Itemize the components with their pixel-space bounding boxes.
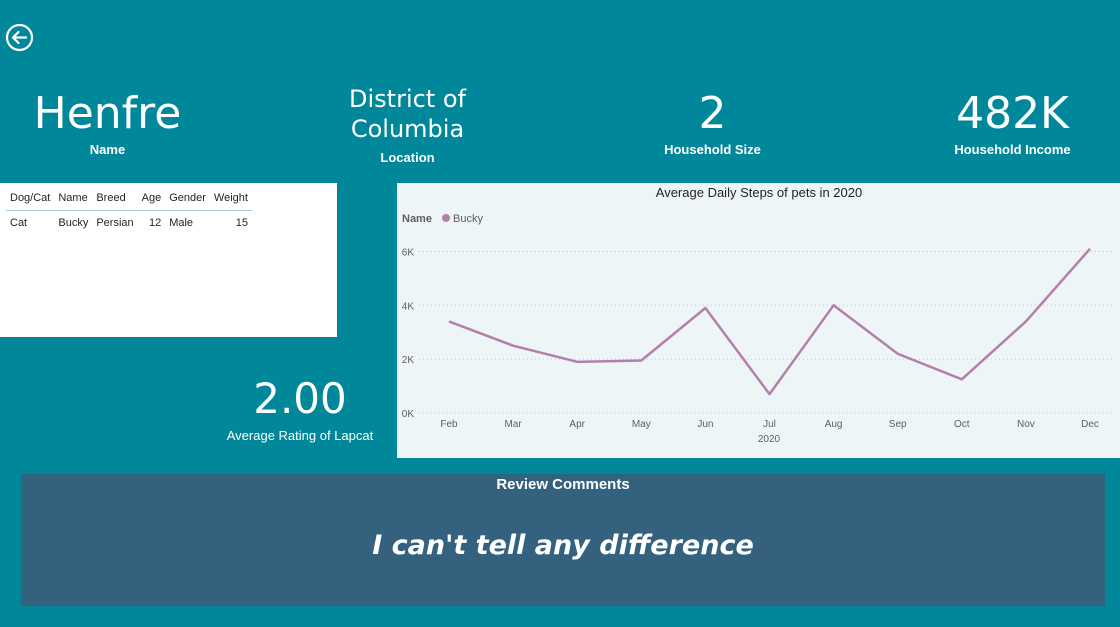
column-header[interactable]: Dog/Cat [6, 189, 55, 211]
column-header[interactable]: Weight [209, 189, 252, 211]
column-header[interactable]: Name [54, 189, 93, 211]
x-axis-label: 2020 [758, 434, 781, 445]
location-value-line2: Columbia [350, 115, 465, 143]
x-tick-label: Jun [697, 419, 713, 430]
y-tick-label: 0K [402, 409, 415, 420]
table-cell: Cat [10, 217, 28, 229]
location-label: Location [380, 150, 435, 165]
x-tick-label: Aug [825, 419, 843, 430]
rating-card: 2.00 Average Rating of Lapcat [215, 374, 385, 444]
column-header[interactable]: Breed [92, 189, 138, 211]
table-cell: 12 [148, 217, 162, 229]
steps-line-chart[interactable]: Average Daily Steps of pets in 2020 Name… [397, 183, 1120, 458]
y-tick-label: 2K [402, 355, 415, 366]
x-tick-label: Sep [889, 419, 907, 430]
back-button[interactable] [5, 23, 34, 52]
rating-label: Average Rating of Lapcat [226, 428, 374, 443]
location-card: District of Columbia Location [300, 84, 515, 165]
back-arrow-icon [5, 23, 34, 52]
x-tick-label: Dec [1081, 419, 1099, 430]
name-card: Henfre Name [0, 88, 215, 158]
review-comment-text: I can't tell any difference [372, 530, 754, 561]
legend-marker [442, 214, 450, 222]
location-value-line1: District of [349, 85, 466, 113]
household-income-label: Household Income [954, 142, 1071, 157]
x-tick-label: Nov [1017, 419, 1035, 430]
table-row[interactable]: Cat Bucky Persian 12 Male 15 [6, 211, 252, 233]
y-tick-label: 6K [402, 247, 415, 258]
household-size-label: Household Size [664, 142, 761, 157]
name-value: Henfre [33, 88, 182, 139]
table-cell: 15 [235, 217, 248, 229]
review-comments-panel: Review Comments I can't tell any differe… [21, 474, 1105, 606]
series-line-bucky[interactable] [448, 247, 1091, 396]
x-tick-label: Oct [954, 419, 970, 430]
x-tick-label: May [632, 419, 651, 430]
legend-series-label[interactable]: Bucky [453, 213, 483, 225]
rating-value: 2.00 [253, 374, 347, 423]
y-tick-label: 4K [402, 301, 415, 312]
column-header[interactable]: Gender [165, 189, 210, 211]
review-title: Review Comments [496, 476, 630, 493]
chart-title: Average Daily Steps of pets in 2020 [656, 185, 862, 200]
x-tick-label: Jul [763, 419, 776, 430]
pet-table-panel: Dog/Cat Name Breed Age Gender Weight Cat… [0, 183, 337, 337]
column-header[interactable]: Age [137, 189, 166, 211]
table-cell: Persian [96, 217, 134, 229]
steps-chart-panel: Average Daily Steps of pets in 2020 Name… [397, 183, 1120, 458]
table-cell: Bucky [58, 217, 89, 229]
name-label: Name [89, 142, 126, 157]
household-income-card: 482K Household Income [905, 88, 1120, 158]
x-tick-label: Feb [440, 419, 458, 430]
household-size-card: 2 Household Size [605, 88, 820, 158]
x-tick-label: Apr [569, 419, 585, 430]
pet-table: Dog/Cat Name Breed Age Gender Weight Cat… [6, 189, 252, 232]
table-cell: Male [169, 217, 194, 229]
household-income-value: 482K [956, 88, 1069, 139]
household-size-value: 2 [698, 88, 727, 139]
legend-title: Name [402, 213, 432, 225]
table-header-row: Dog/Cat Name Breed Age Gender Weight [6, 189, 252, 211]
x-tick-label: Mar [504, 419, 522, 430]
